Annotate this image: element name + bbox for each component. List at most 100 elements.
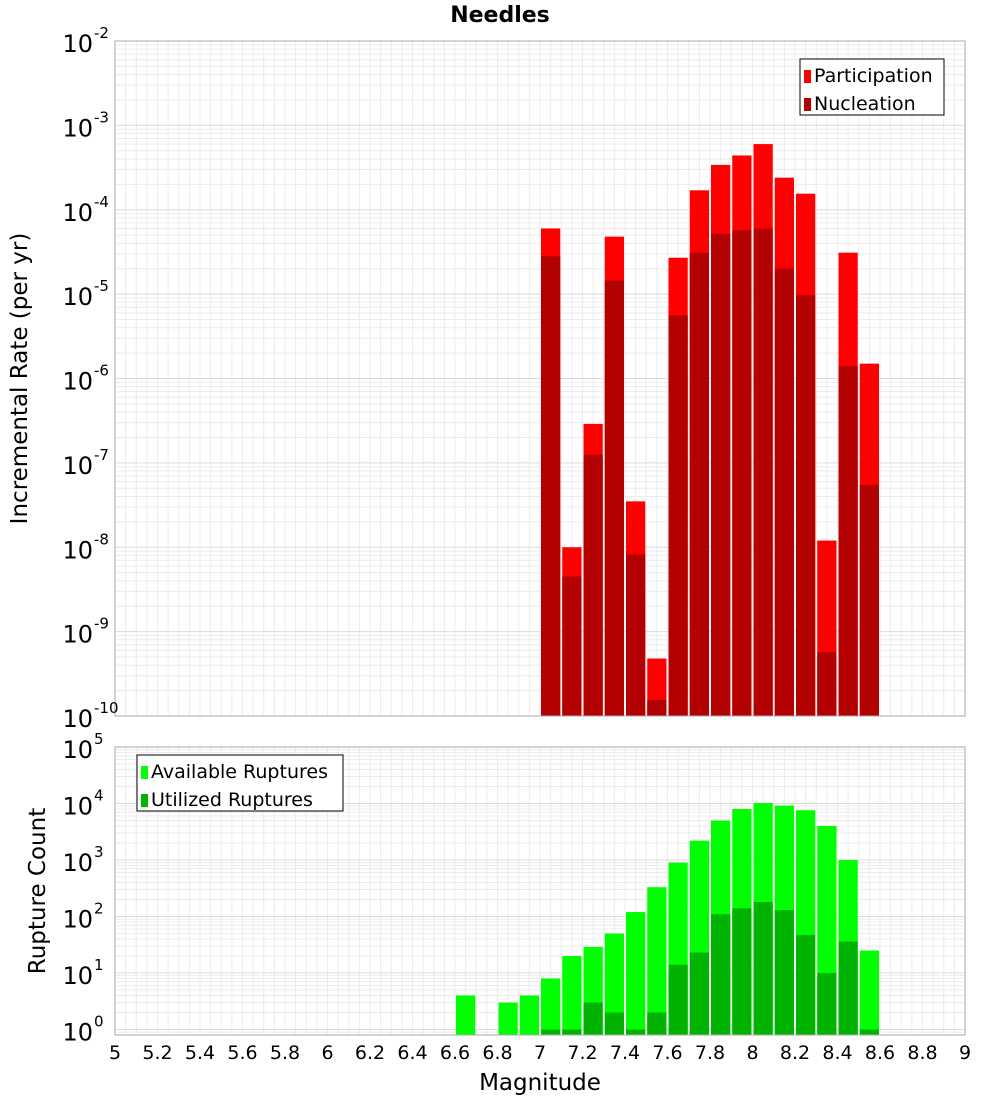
- rate-bar-nucleation: [541, 256, 561, 716]
- count-bar-utilized-ruptures: [668, 964, 688, 1035]
- magnitude-x-tick-labels: 5 5.2 5.4 5.6 5.8 6 6.2 6.4 6.6 6.8 7 7.2 7.4 7.6 7.8 8…: [109, 1042, 971, 1064]
- x-tick-label: 8.4: [822, 1042, 852, 1064]
- y-tick-base: 10: [62, 793, 93, 821]
- y-tick-base: 10: [62, 906, 93, 934]
- y-tick-exponent: -10: [94, 699, 119, 717]
- y-tick-exponent: 4: [94, 787, 104, 805]
- y-tick-label: 10: [62, 849, 93, 877]
- x-tick-label: 6.4: [397, 1042, 427, 1064]
- y-tick-base: 10: [62, 452, 93, 480]
- count-bar-utilized-ruptures: [838, 941, 858, 1035]
- x-tick-label: 8: [746, 1042, 758, 1064]
- count-bar-utilized-ruptures: [689, 952, 709, 1035]
- x-tick-label: 7: [534, 1042, 546, 1064]
- x-tick-label: 5.2: [142, 1042, 172, 1064]
- rate-bar-nucleation: [604, 280, 624, 716]
- rate-y-axis-label: Incremental Rate (per yr): [7, 233, 33, 525]
- rate-plot-frame: [114, 40, 966, 717]
- y-tick-exponent: 3: [94, 843, 104, 861]
- count-bar-utilized-ruptures: [859, 1029, 879, 1035]
- x-tick-label: 9: [959, 1042, 971, 1064]
- y-tick-exponent: -6: [94, 362, 109, 380]
- y-tick-exponent: 1: [94, 956, 104, 974]
- y-tick-exponent: 2: [94, 900, 104, 918]
- y-tick-label: 10: [62, 621, 93, 649]
- y-tick-label: 10: [62, 962, 93, 990]
- y-tick-exponent: -9: [94, 615, 109, 633]
- count-bar-utilized-ruptures: [796, 935, 816, 1035]
- rate-legend-label: Participation: [814, 65, 933, 87]
- y-tick-base: 10: [62, 705, 93, 733]
- count-bar-utilized-ruptures: [647, 1012, 667, 1035]
- rate-bar-nucleation: [647, 699, 667, 716]
- count-legend-box: [136, 754, 344, 812]
- rate-legend-swatch: [804, 98, 811, 111]
- y-tick-label: 10: [62, 705, 93, 733]
- y-tick-exponent: 0: [94, 1013, 104, 1031]
- rate-bar-nucleation: [626, 554, 646, 716]
- y-tick-base: 10: [62, 30, 93, 58]
- y-tick-base: 10: [62, 736, 93, 764]
- count-bar-available-ruptures: [604, 933, 624, 1035]
- x-tick-label: 5.6: [227, 1042, 257, 1064]
- x-tick-label: 7.8: [695, 1042, 725, 1064]
- count-bar-utilized-ruptures: [732, 908, 752, 1035]
- rate-bar-nucleation: [668, 315, 688, 716]
- y-tick-label: 10: [62, 199, 93, 227]
- x-tick-label: 6.6: [440, 1042, 470, 1064]
- rate-legend: Participation Nucleation: [799, 58, 945, 116]
- x-tick-label: 5.8: [270, 1042, 300, 1064]
- count-bar-utilized-ruptures: [711, 914, 731, 1035]
- rate-bar-nucleation: [711, 233, 731, 716]
- y-tick-label: 10: [62, 368, 93, 396]
- rate-bar-nucleation: [732, 230, 752, 716]
- x-tick-label: 8.2: [780, 1042, 810, 1064]
- rate-bar-nucleation: [817, 652, 837, 716]
- x-tick-label: 7.2: [567, 1042, 597, 1064]
- chart-title: Needles: [450, 3, 550, 28]
- y-tick-exponent: 5: [94, 730, 104, 748]
- y-tick-base: 10: [62, 849, 93, 877]
- count-bar-available-ruptures: [647, 887, 667, 1035]
- y-tick-base: 10: [62, 114, 93, 142]
- count-bars: [456, 803, 879, 1035]
- y-tick-label: 10: [62, 1019, 93, 1047]
- x-tick-label: 6: [321, 1042, 333, 1064]
- y-tick-label: 10: [62, 30, 93, 58]
- count-legend-swatch: [141, 766, 148, 779]
- count-bar-utilized-ruptures: [583, 1002, 603, 1035]
- count-bar-available-ruptures: [498, 1002, 518, 1035]
- y-tick-base: 10: [62, 962, 93, 990]
- rate-legend-label: Nucleation: [814, 93, 916, 115]
- count-bar-utilized-ruptures: [774, 910, 794, 1035]
- count-bar-utilized-ruptures: [626, 1029, 646, 1035]
- y-tick-base: 10: [62, 536, 93, 564]
- x-tick-label: 5.4: [185, 1042, 215, 1064]
- rate-bar-nucleation: [838, 366, 858, 716]
- count-bar-utilized-ruptures: [541, 1029, 561, 1035]
- y-tick-label: 10: [62, 906, 93, 934]
- rate-bar-nucleation: [562, 576, 582, 716]
- count-bar-utilized-ruptures: [817, 973, 837, 1035]
- x-tick-label: 7.4: [610, 1042, 640, 1064]
- count-bar-available-ruptures: [562, 956, 582, 1035]
- count-legend: Available Ruptures Utilized Ruptures: [136, 754, 344, 812]
- x-tick-label: 7.6: [652, 1042, 682, 1064]
- y-tick-label: 10: [62, 283, 93, 311]
- rate-bar-nucleation: [859, 484, 879, 716]
- count-legend-label: Available Ruptures: [151, 761, 328, 783]
- count-legend-swatch: [141, 794, 148, 807]
- count-bar-available-ruptures: [456, 995, 476, 1035]
- count-bar-utilized-ruptures: [753, 902, 773, 1035]
- count-y-axis-label: Rupture Count: [25, 808, 51, 974]
- y-tick-label: 10: [62, 736, 93, 764]
- x-tick-label: 8.6: [865, 1042, 895, 1064]
- rate-bars: [541, 144, 879, 716]
- y-tick-base: 10: [62, 1019, 93, 1047]
- rate-bar-nucleation: [583, 454, 603, 716]
- count-plot-frame: [114, 746, 966, 1036]
- rate-bar-nucleation: [753, 228, 773, 716]
